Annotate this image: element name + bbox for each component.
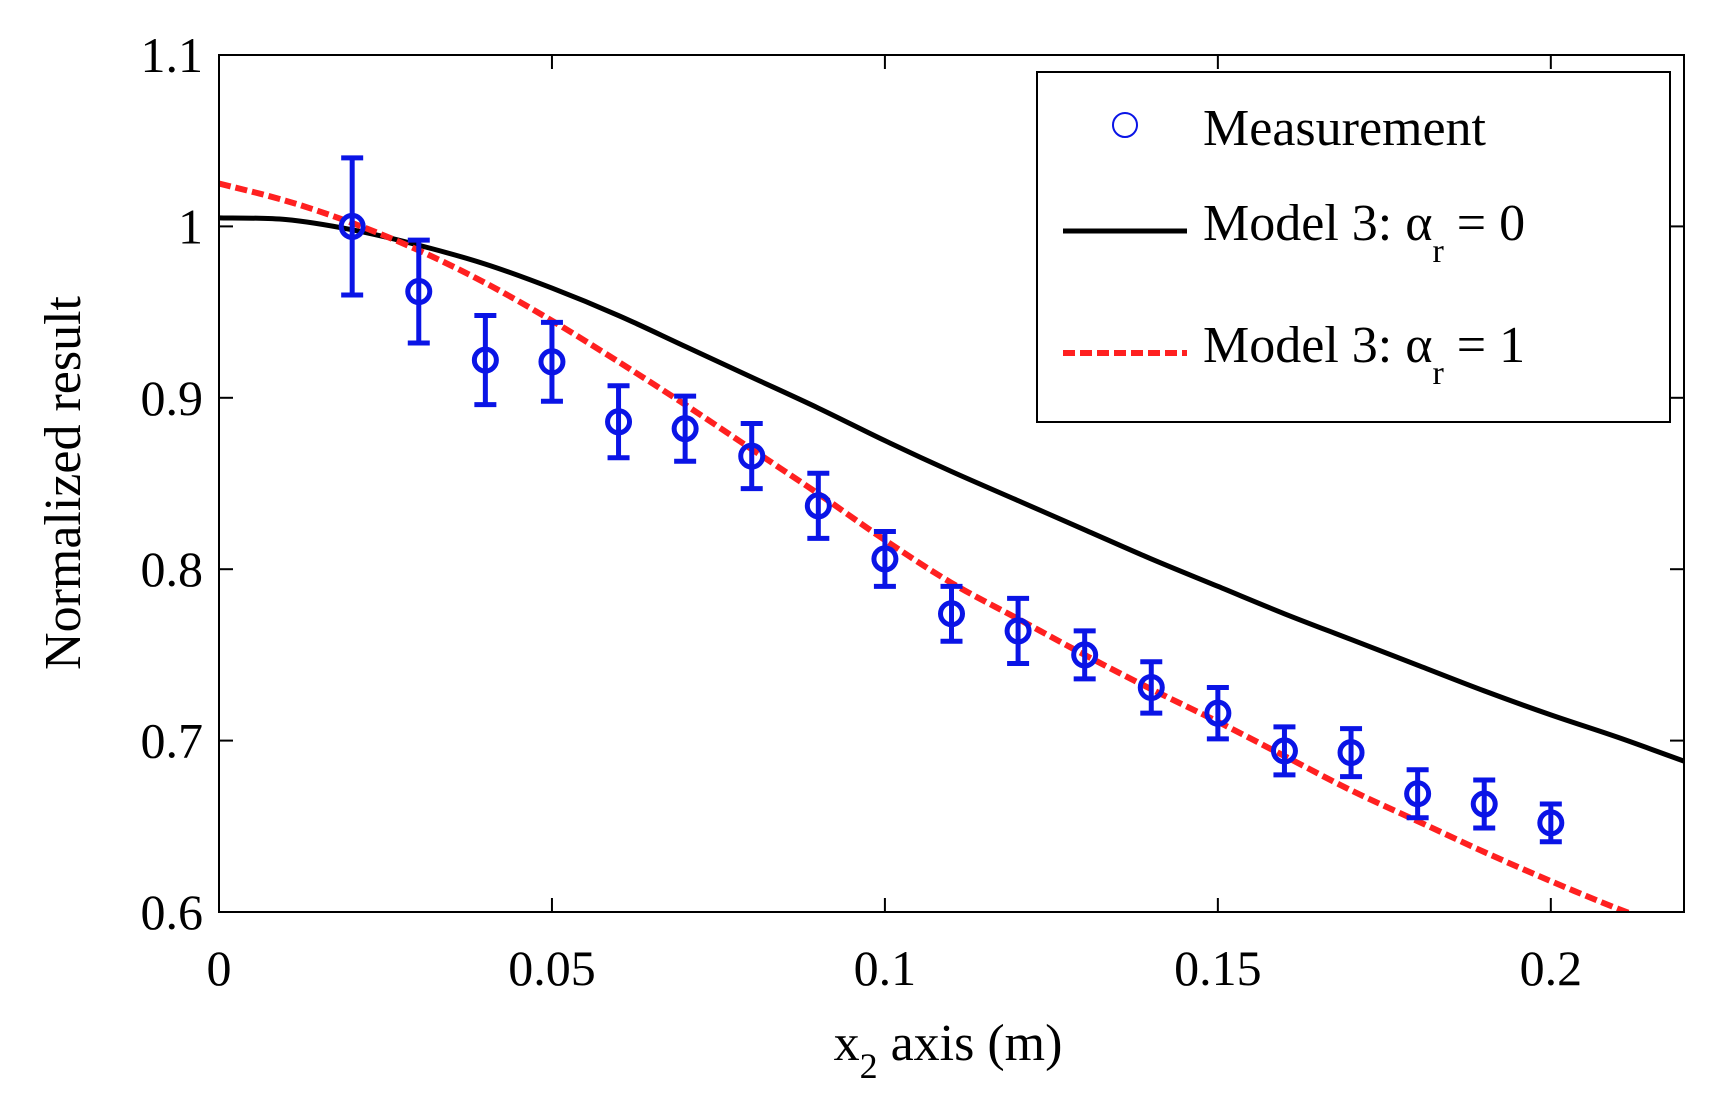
x-tick-label: 0.05 <box>508 940 596 996</box>
legend-label-model3-alpha1: Model 3: αr = 1 <box>1203 317 1525 392</box>
measurement-marker <box>538 348 566 376</box>
measurement-marker <box>471 346 499 374</box>
y-tick-label: 0.6 <box>141 884 204 940</box>
measurement-point <box>671 393 699 464</box>
x-tick-label: 0.2 <box>1520 940 1583 996</box>
series-layer <box>219 155 1684 912</box>
measurement-marker <box>1137 673 1165 701</box>
measurement-marker <box>671 415 699 443</box>
legend-label-model3-alpha1-rest: = 1 <box>1444 317 1525 374</box>
measurement-point <box>1004 595 1032 666</box>
measurement-point <box>605 383 633 461</box>
measurement-point <box>738 421 766 492</box>
measurement-point <box>1071 628 1099 682</box>
legend-label-model3-alpha0-sub: r <box>1432 233 1444 270</box>
y-axis-title: Normalized result <box>35 295 92 670</box>
plot-frame <box>218 54 1685 913</box>
measurement-point <box>471 313 499 408</box>
x-axis-title-subscript: 2 <box>860 1046 878 1086</box>
measurement-point <box>1470 777 1498 831</box>
tick-labels: 0 0.05 0.1 0.15 0.2 0.6 0.7 0.8 0.9 1 1.1 <box>141 27 1583 996</box>
measurement-marker <box>1004 617 1032 645</box>
legend-label-model3-alpha1-sub: r <box>1432 355 1444 392</box>
x-tick-label: 0 <box>207 940 232 996</box>
x-axis-title-rest: axis (m) <box>878 1015 1063 1072</box>
legend-label-model3-alpha0-main: Model 3: α <box>1203 195 1432 252</box>
measurement-marker <box>1204 699 1232 727</box>
series-model3-alpha1-line <box>219 180 1636 912</box>
measurement-point <box>1537 801 1565 845</box>
x-tick-label: 0.1 <box>854 940 917 996</box>
legend-marker-measurement <box>1112 112 1138 138</box>
measurement-marker <box>1404 780 1432 808</box>
y-tick-label: 1 <box>178 198 203 254</box>
measurement-marker <box>738 442 766 470</box>
measurement-point <box>1137 659 1165 716</box>
series-model3-alpha0-line <box>219 215 1684 764</box>
measurement-point <box>405 237 433 346</box>
legend-label-measurement: Measurement <box>1203 100 1487 157</box>
legend-label-model3-alpha0-rest: = 0 <box>1444 195 1525 252</box>
x-axis-title: x2 axis (m) <box>834 1015 1063 1086</box>
measurement-point <box>871 528 899 589</box>
y-tick-label: 0.8 <box>141 541 204 597</box>
legend: Measurement Model 3: αr = 0 Model 3: αr … <box>1036 71 1671 423</box>
y-tick-label: 0.9 <box>141 370 204 426</box>
measurement-point <box>938 583 965 644</box>
measurement-marker <box>1537 809 1565 837</box>
measurement-marker <box>338 212 366 240</box>
measurement-marker <box>1071 641 1099 669</box>
legend-label-model3-alpha0: Model 3: αr = 0 <box>1203 195 1525 270</box>
measurement-point <box>1337 726 1365 780</box>
measurement-point <box>1404 767 1432 821</box>
measurement-point <box>538 319 566 404</box>
measurement-marker <box>804 492 832 520</box>
legend-box <box>1036 71 1671 423</box>
measurement-marker <box>605 408 633 436</box>
legend-label-model3-alpha1-main: Model 3: α <box>1203 317 1432 374</box>
y-tick-label: 0.7 <box>141 713 204 769</box>
measurement-marker <box>1337 739 1365 767</box>
x-tick-label: 0.15 <box>1174 940 1262 996</box>
measurement-marker <box>871 545 899 573</box>
measurement-marker <box>1270 737 1298 765</box>
measurement-point <box>338 155 366 298</box>
measurement-marker <box>1470 790 1498 818</box>
x-axis-title-main: x <box>834 1015 860 1072</box>
measurement-marker <box>938 600 965 628</box>
measurement-point <box>1270 724 1298 778</box>
measurement-marker <box>405 278 433 306</box>
measurement-point <box>1204 684 1232 742</box>
y-tick-label: 1.1 <box>141 27 204 83</box>
measurement-point <box>804 470 832 541</box>
